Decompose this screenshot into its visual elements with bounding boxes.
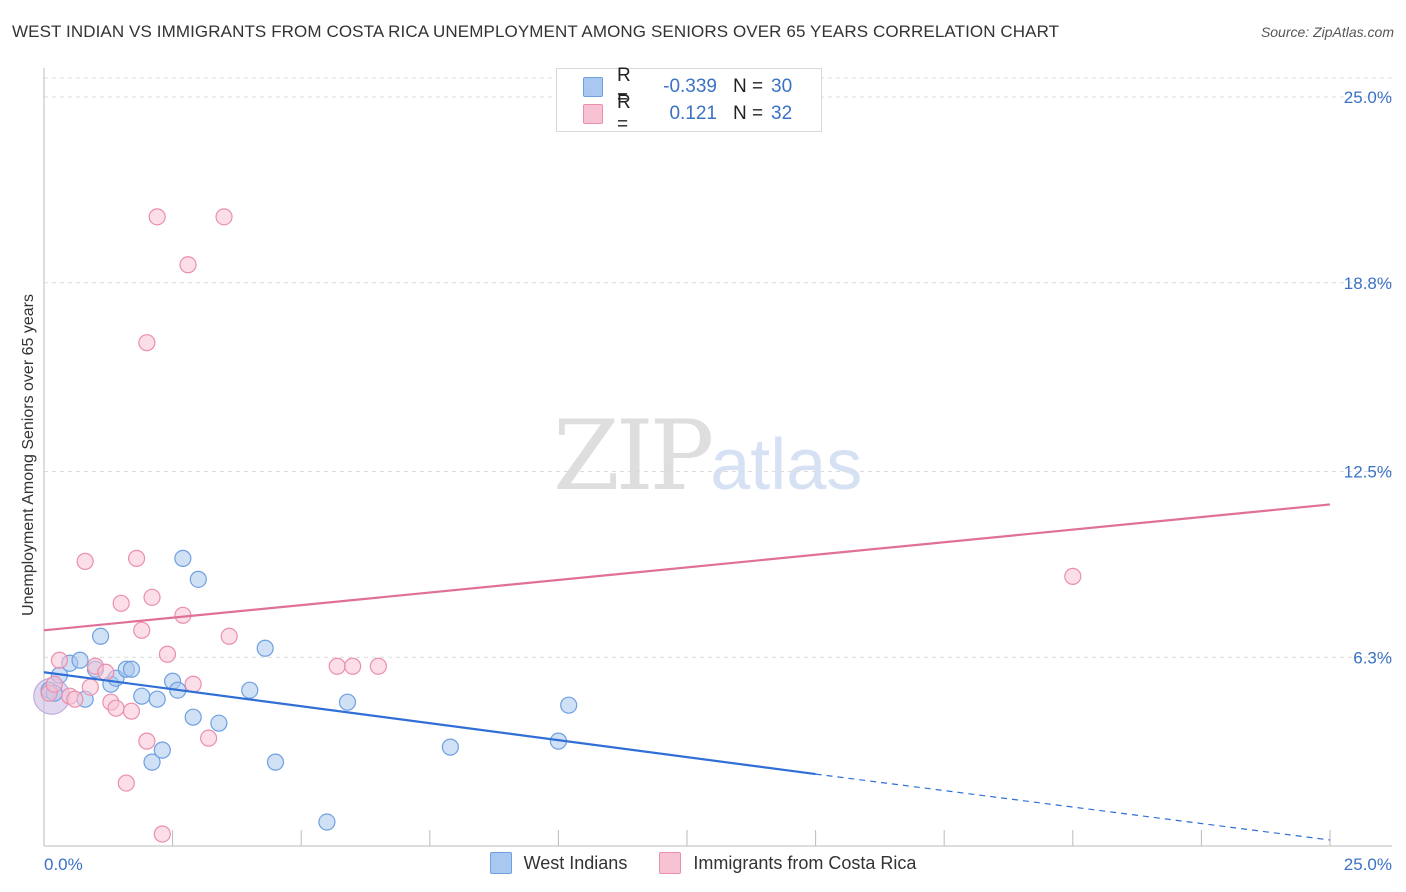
legend-n-label: N = <box>733 76 764 97</box>
costa-rica-point <box>138 732 156 750</box>
series-label-costa-rica: Immigrants from Costa Rica <box>693 852 917 873</box>
costa-rica-point <box>220 627 238 645</box>
costa-rica-trendline <box>43 503 1331 632</box>
legend-n-value: 30 <box>771 76 793 97</box>
costa-rica-point <box>1064 567 1082 585</box>
y-tick-label: 6.3% <box>1353 648 1392 667</box>
series-legend-west-indians: West Indians <box>489 852 628 874</box>
series-swatch-costa-rica <box>659 852 682 874</box>
costa-rica-point <box>45 675 63 693</box>
legend-r-label: R = <box>617 92 631 135</box>
west-indians-point <box>91 627 110 645</box>
west-indians-point <box>122 660 141 678</box>
costa-rica-point <box>369 657 387 675</box>
west-indians-trendline-extension <box>815 773 1331 841</box>
source-label: Source: ZipAtlas.com <box>1260 24 1394 40</box>
west-indians-point <box>266 753 285 771</box>
costa-rica-point <box>50 651 69 669</box>
west-indians-point <box>256 639 274 657</box>
costa-rica-point <box>179 256 197 274</box>
west-indians-point <box>184 708 202 726</box>
west-indians-point <box>174 549 192 567</box>
watermark-zip: ZIP <box>553 400 714 512</box>
costa-rica-point <box>158 645 177 663</box>
costa-rica-point <box>184 675 202 693</box>
legend-row-west-indians: R = -0.339 N = 30 <box>557 65 793 108</box>
west-indians-point <box>189 570 207 588</box>
legend-swatch-west-indians <box>583 77 603 97</box>
costa-rica-point <box>107 699 125 717</box>
costa-rica-point <box>200 729 218 747</box>
series-label-west-indians: West Indians <box>523 852 628 873</box>
watermark-atlas: atlas <box>710 425 863 505</box>
west-indians-point <box>441 738 459 756</box>
west-indians-point <box>560 696 578 714</box>
costa-rica-point <box>97 663 115 681</box>
series-swatch-west-indians <box>489 852 512 874</box>
costa-rica-point <box>112 594 130 612</box>
costa-rica-point <box>215 208 233 226</box>
series-legend-costa-rica: Immigrants from Costa Rica <box>659 852 916 874</box>
west-indians-point <box>318 813 336 831</box>
legend-r-value: 0.121 <box>669 103 717 124</box>
costa-rica-point <box>143 588 161 606</box>
costa-rica-point <box>81 678 99 696</box>
legend-n-value: 32 <box>771 103 793 124</box>
correlation-legend: R = -0.339 N = 30 R = 0.121 N = 32 <box>556 65 822 135</box>
west-indians-point <box>338 693 357 711</box>
costa-rica-point <box>117 774 135 792</box>
legend-r-value: -0.339 <box>663 76 717 97</box>
legend-row-costa-rica: R = 0.121 N = 32 <box>557 92 793 135</box>
x-tick-label: 0.0% <box>44 855 83 874</box>
legend-r-label: R = <box>617 65 631 108</box>
west-indians-trendline <box>43 671 816 776</box>
west-indians-point <box>133 687 151 705</box>
costa-rica-point <box>328 657 346 675</box>
costa-rica-point <box>76 552 94 570</box>
watermark: ZIPatlas <box>553 400 862 512</box>
legend-swatch-costa-rica <box>583 104 603 124</box>
costa-rica-point <box>138 334 156 352</box>
y-tick-label: 18.8% <box>1344 274 1392 293</box>
chart-title: WEST INDIAN VS IMMIGRANTS FROM COSTA RIC… <box>12 22 1060 41</box>
costa-rica-point <box>148 208 166 226</box>
legend-n-label: N = <box>733 103 764 124</box>
west-indians-point <box>71 651 89 669</box>
west-indians-point <box>148 690 166 708</box>
series-legend: West Indians Immigrants from Costa Rica <box>0 852 1406 874</box>
y-tick-label: 12.5% <box>1344 463 1392 482</box>
costa-rica-point <box>133 621 151 639</box>
y-tick-label: 25.0% <box>1344 88 1392 107</box>
west-indians-point <box>153 741 171 759</box>
costa-rica-point <box>127 549 146 567</box>
costa-rica-point <box>122 702 141 720</box>
costa-rica-point <box>66 690 84 708</box>
west-indians-point <box>210 714 228 732</box>
costa-rica-point <box>153 825 171 843</box>
costa-rica-point <box>344 657 362 675</box>
west-indians-point <box>143 753 161 771</box>
west-indians-point <box>241 681 259 699</box>
x-tick-label: 25.0% <box>1344 855 1392 874</box>
